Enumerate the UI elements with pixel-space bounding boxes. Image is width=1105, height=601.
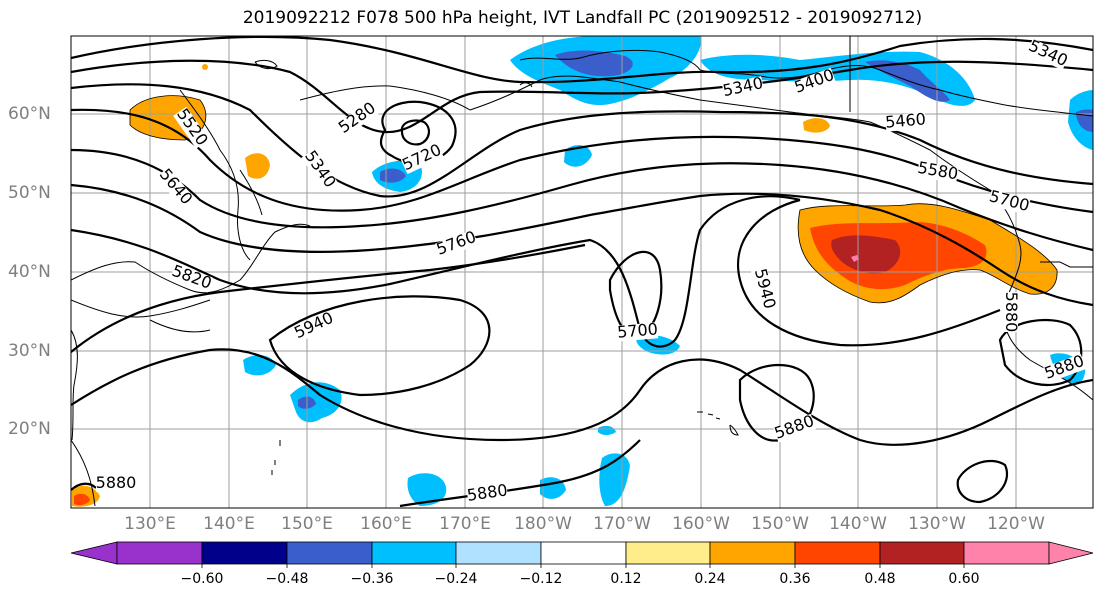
lon-label: 160°E — [360, 514, 412, 534]
lon-label: 150°W — [751, 514, 809, 534]
colorbar-tick-label: 0.36 — [779, 571, 811, 587]
lat-label: 40°N — [8, 262, 51, 282]
lon-label: 150°E — [281, 514, 333, 534]
contour-label: 5460 — [884, 109, 926, 131]
colorbar-tick-label: 0.12 — [610, 571, 642, 587]
colorbar-segment — [286, 541, 373, 565]
contour-label: 5880 — [96, 473, 137, 492]
ivt-outline — [129, 95, 1058, 304]
lon-label: 130°E — [124, 514, 176, 534]
colorbar-segment — [455, 541, 542, 565]
contour-label: 5880 — [1002, 292, 1021, 333]
colorbar-tick-label: 0.48 — [864, 571, 896, 587]
colorbar-segment — [625, 541, 711, 565]
lon-label: 140°E — [203, 514, 255, 534]
graticule — [71, 36, 1093, 508]
colorbar-tick-label: −0.48 — [265, 571, 309, 587]
colorbar-tick-label: 0.60 — [948, 571, 980, 587]
map-title: 2019092212 F078 500 hPa height, IVT Land… — [242, 8, 923, 28]
colorbar-tick-label: −0.24 — [434, 571, 478, 587]
colorbar-segment — [371, 541, 457, 565]
map-frame — [70, 35, 1094, 509]
lat-label: 20°N — [8, 419, 51, 439]
colorbar-segment — [709, 541, 796, 565]
colorbar-segment — [794, 541, 881, 565]
colorbar-max-extension — [1048, 541, 1094, 565]
lon-label: 120°W — [987, 514, 1045, 534]
colorbar-segment — [201, 541, 288, 565]
colorbar-tick-label: −0.36 — [350, 571, 394, 587]
lat-label: 30°N — [8, 341, 51, 361]
lon-label: 180°W — [514, 514, 572, 534]
lon-label: 170°E — [439, 514, 491, 534]
lon-label: 160°W — [672, 514, 730, 534]
colorbar-segment — [879, 541, 965, 565]
contour-label: 5700 — [616, 319, 658, 341]
colorbar-tick-label: −0.60 — [180, 571, 224, 587]
colorbar-min-extension — [70, 541, 118, 565]
colorbar-segment — [963, 541, 1050, 565]
colorbar — [70, 541, 1094, 568]
lat-label: 60°N — [8, 104, 51, 124]
lat-label: 50°N — [8, 183, 51, 203]
lon-label: 170°W — [593, 514, 651, 534]
lon-label: 140°W — [829, 514, 887, 534]
colorbar-segment — [540, 541, 627, 565]
colorbar-tick-label: −0.12 — [519, 571, 563, 587]
colorbar-segment — [116, 541, 203, 565]
lon-label: 130°W — [908, 514, 966, 534]
colorbar-tick-label: 0.24 — [694, 571, 726, 587]
